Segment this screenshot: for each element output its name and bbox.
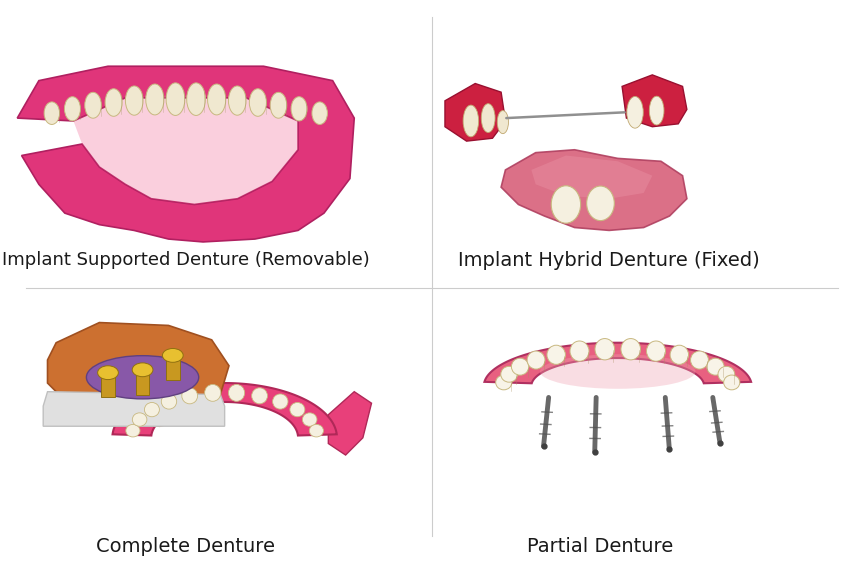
Ellipse shape [718,366,734,382]
Ellipse shape [181,388,198,404]
Polygon shape [622,75,687,127]
Polygon shape [48,323,229,426]
Ellipse shape [105,89,122,116]
Ellipse shape [251,388,268,404]
Ellipse shape [498,111,508,134]
Ellipse shape [649,96,664,125]
Text: Partial Denture: Partial Denture [527,537,674,555]
Ellipse shape [511,358,529,375]
Circle shape [162,348,183,362]
Ellipse shape [309,425,323,437]
Ellipse shape [273,394,288,409]
Ellipse shape [290,403,305,417]
Ellipse shape [162,394,176,409]
Ellipse shape [690,351,708,369]
Polygon shape [43,392,225,426]
Ellipse shape [187,83,206,115]
Ellipse shape [207,84,226,115]
Ellipse shape [166,83,185,115]
Polygon shape [112,383,337,435]
Ellipse shape [707,358,724,375]
Ellipse shape [44,102,60,124]
Ellipse shape [626,97,643,128]
Ellipse shape [501,366,518,382]
Ellipse shape [570,341,589,361]
Ellipse shape [595,339,614,360]
Circle shape [98,366,118,380]
Ellipse shape [587,186,614,221]
Polygon shape [531,156,652,199]
Text: Implant Hybrid Denture (Fixed): Implant Hybrid Denture (Fixed) [458,251,760,270]
Polygon shape [328,392,372,455]
Ellipse shape [228,86,246,115]
Ellipse shape [481,104,495,132]
Ellipse shape [496,375,511,390]
Ellipse shape [724,375,740,390]
Bar [136,372,149,395]
Ellipse shape [312,102,327,124]
Ellipse shape [527,351,545,369]
Ellipse shape [144,403,159,417]
Ellipse shape [646,341,665,361]
Ellipse shape [65,97,80,121]
Ellipse shape [547,345,565,365]
Ellipse shape [126,425,140,437]
Ellipse shape [291,97,307,121]
Polygon shape [501,150,687,230]
Polygon shape [485,343,751,383]
Ellipse shape [86,355,199,399]
Circle shape [132,363,153,377]
Ellipse shape [551,185,581,223]
Ellipse shape [621,339,640,360]
Ellipse shape [250,89,266,116]
Ellipse shape [146,84,164,115]
Ellipse shape [270,92,287,118]
Polygon shape [17,66,354,242]
Ellipse shape [132,413,147,426]
Bar [166,357,180,380]
Ellipse shape [85,92,101,118]
Ellipse shape [205,384,221,401]
Ellipse shape [125,86,143,115]
Bar [101,374,115,397]
Ellipse shape [540,354,696,389]
Polygon shape [445,84,505,141]
Polygon shape [73,98,298,204]
Text: Implant Supported Denture (Removable): Implant Supported Denture (Removable) [2,251,370,270]
Ellipse shape [670,345,689,365]
Ellipse shape [302,413,317,426]
Ellipse shape [463,105,479,137]
Text: Complete Denture: Complete Denture [96,537,276,555]
Ellipse shape [228,384,245,401]
